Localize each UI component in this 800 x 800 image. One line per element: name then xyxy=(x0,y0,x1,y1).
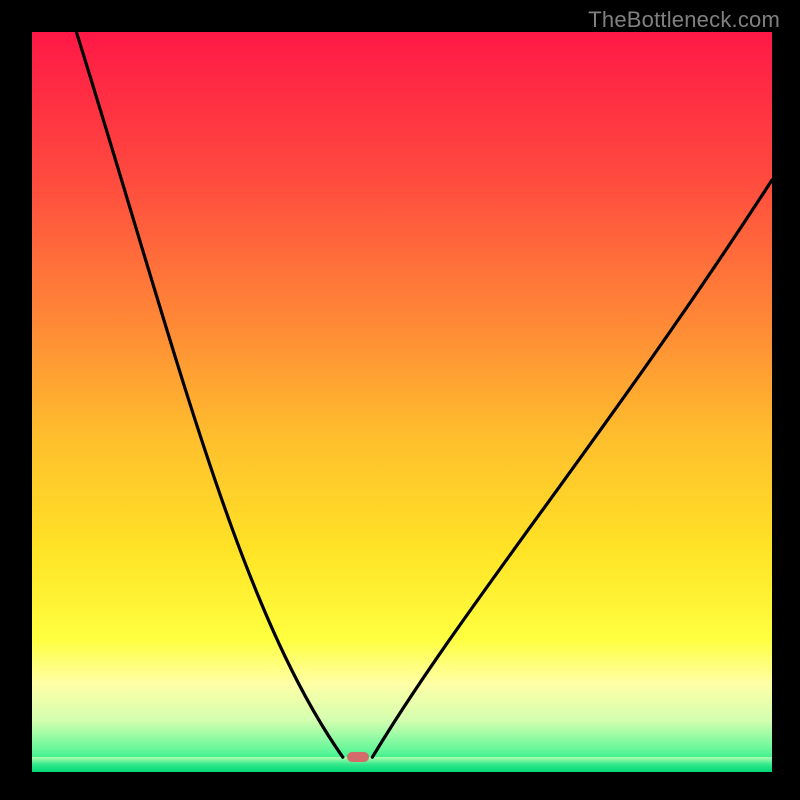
watermark-text: TheBottleneck.com xyxy=(588,7,780,33)
valley-marker xyxy=(347,752,369,762)
plot-area xyxy=(32,32,772,772)
curve-left-branch xyxy=(76,32,342,757)
bottleneck-curve xyxy=(32,32,772,772)
curve-right-branch xyxy=(372,180,772,757)
stage: TheBottleneck.com xyxy=(0,0,800,800)
